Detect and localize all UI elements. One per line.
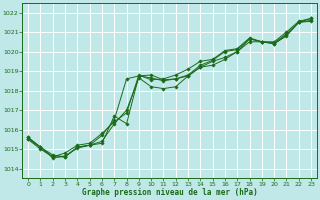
X-axis label: Graphe pression niveau de la mer (hPa): Graphe pression niveau de la mer (hPa)	[82, 188, 258, 197]
